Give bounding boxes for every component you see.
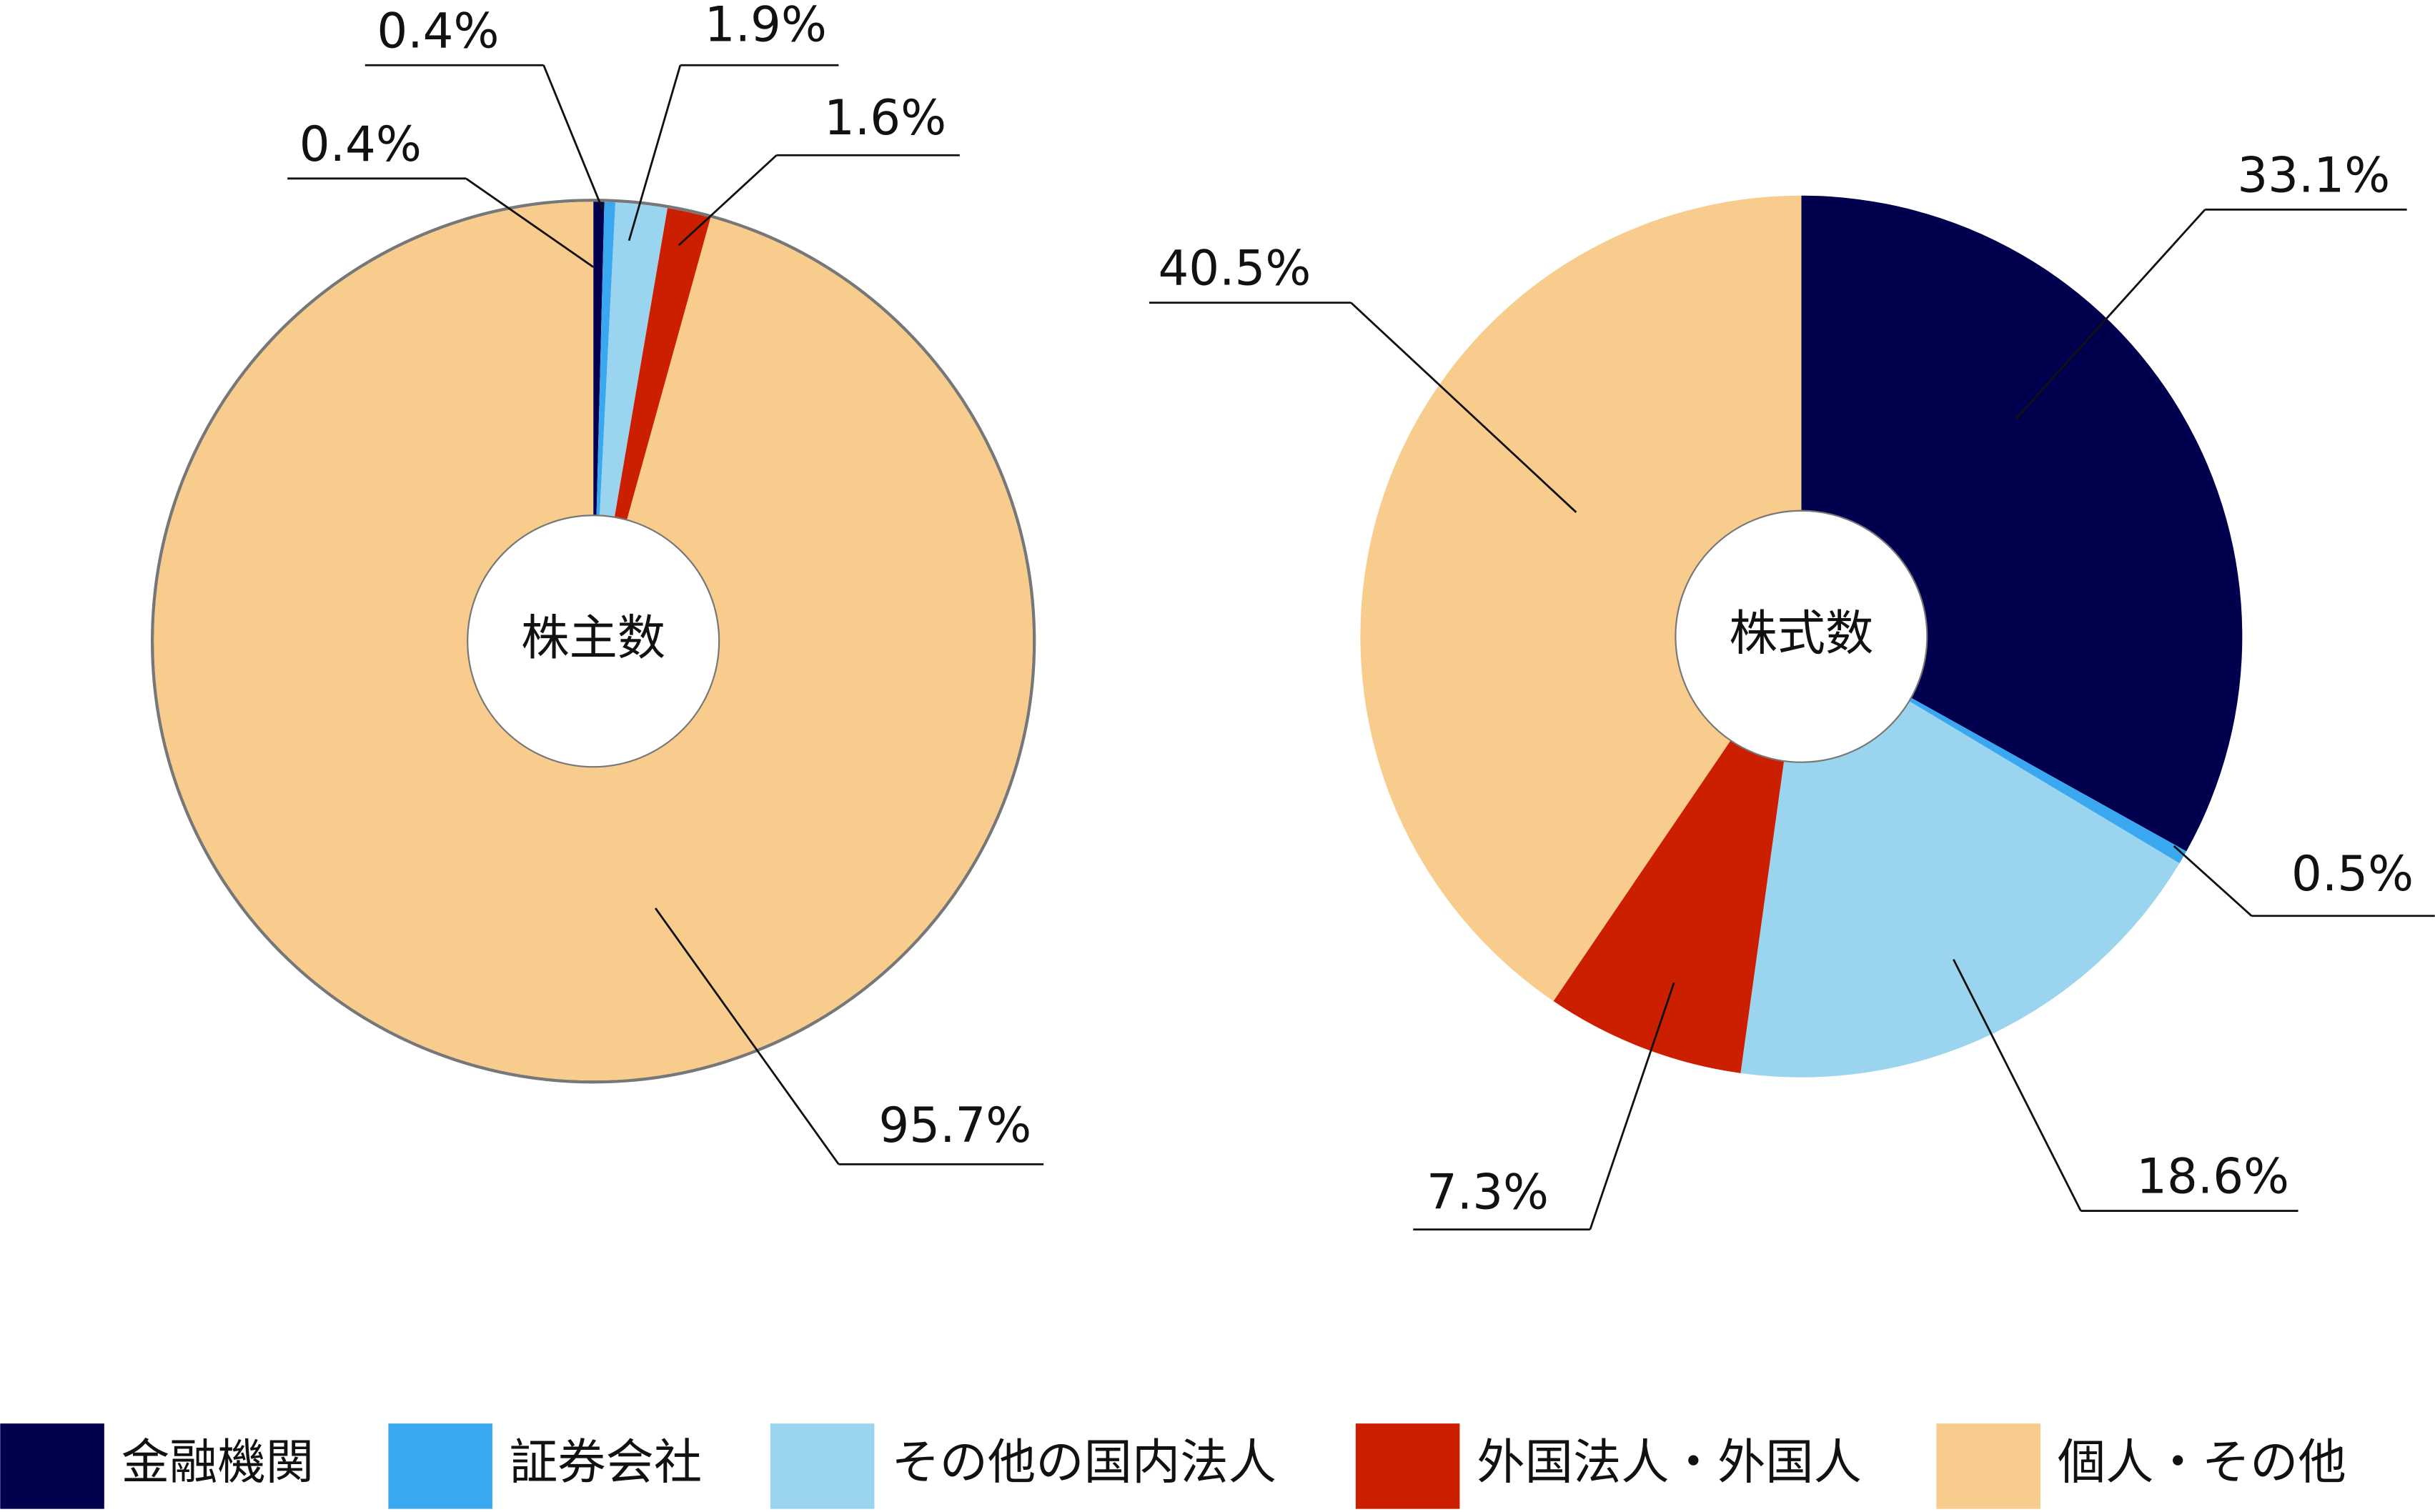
- pie-slice: [600, 202, 668, 517]
- pie-slice: [154, 202, 1033, 1081]
- value-label: 7.3%: [1427, 1163, 1549, 1220]
- legend-swatch: [1355, 1423, 1460, 1509]
- leader-line: [2173, 845, 2435, 917]
- pie-slice: [1553, 740, 1785, 1073]
- legend-label: 証券会社: [510, 1433, 702, 1490]
- leader-line: [1952, 958, 2298, 1212]
- value-label: 18.6%: [2136, 1148, 2289, 1205]
- leader-line: [628, 64, 839, 242]
- value-label: 0.4%: [299, 116, 422, 172]
- legend-label: 外国法人・外国人: [1477, 1433, 1862, 1490]
- pie-slice: [1740, 701, 2180, 1078]
- leader-line: [2015, 208, 2407, 420]
- leader-line: [364, 64, 604, 210]
- value-label: 33.1%: [2237, 146, 2390, 203]
- pie-outline: [151, 199, 1036, 1084]
- pie-slice: [1801, 195, 2243, 852]
- legend-label: 個人・その他: [2058, 1433, 2346, 1490]
- pie-slice: [614, 208, 711, 520]
- center-label: 株主数: [521, 610, 665, 666]
- pie-slice: [1909, 697, 2187, 864]
- legend-swatch: [1936, 1423, 2040, 1509]
- leader-line: [1149, 302, 1577, 513]
- value-label: 1.6%: [824, 89, 946, 146]
- pie-slice: [593, 202, 605, 516]
- legend-swatch: [770, 1423, 875, 1509]
- donut-hole: [1675, 509, 1928, 763]
- pie-slice: [1360, 195, 1802, 1002]
- value-label: 0.5%: [2291, 845, 2414, 902]
- value-label: 1.9%: [705, 0, 827, 53]
- value-label: 40.5%: [1158, 240, 1311, 297]
- value-label: 0.4%: [377, 2, 499, 59]
- center-label: 株式数: [1729, 605, 1873, 661]
- leader-line: [654, 907, 1044, 1165]
- leader-line: [287, 177, 594, 268]
- legend-label: 金融機関: [121, 1433, 314, 1490]
- leader-line: [1413, 982, 1675, 1231]
- legend-swatch: [388, 1423, 492, 1509]
- legend-label: その他の国内法人: [891, 1433, 1276, 1490]
- leader-line: [678, 154, 960, 247]
- donut-hole: [467, 514, 720, 768]
- pie-slice: [596, 202, 616, 516]
- value-label: 95.7%: [878, 1097, 1031, 1153]
- legend-swatch: [0, 1423, 104, 1509]
